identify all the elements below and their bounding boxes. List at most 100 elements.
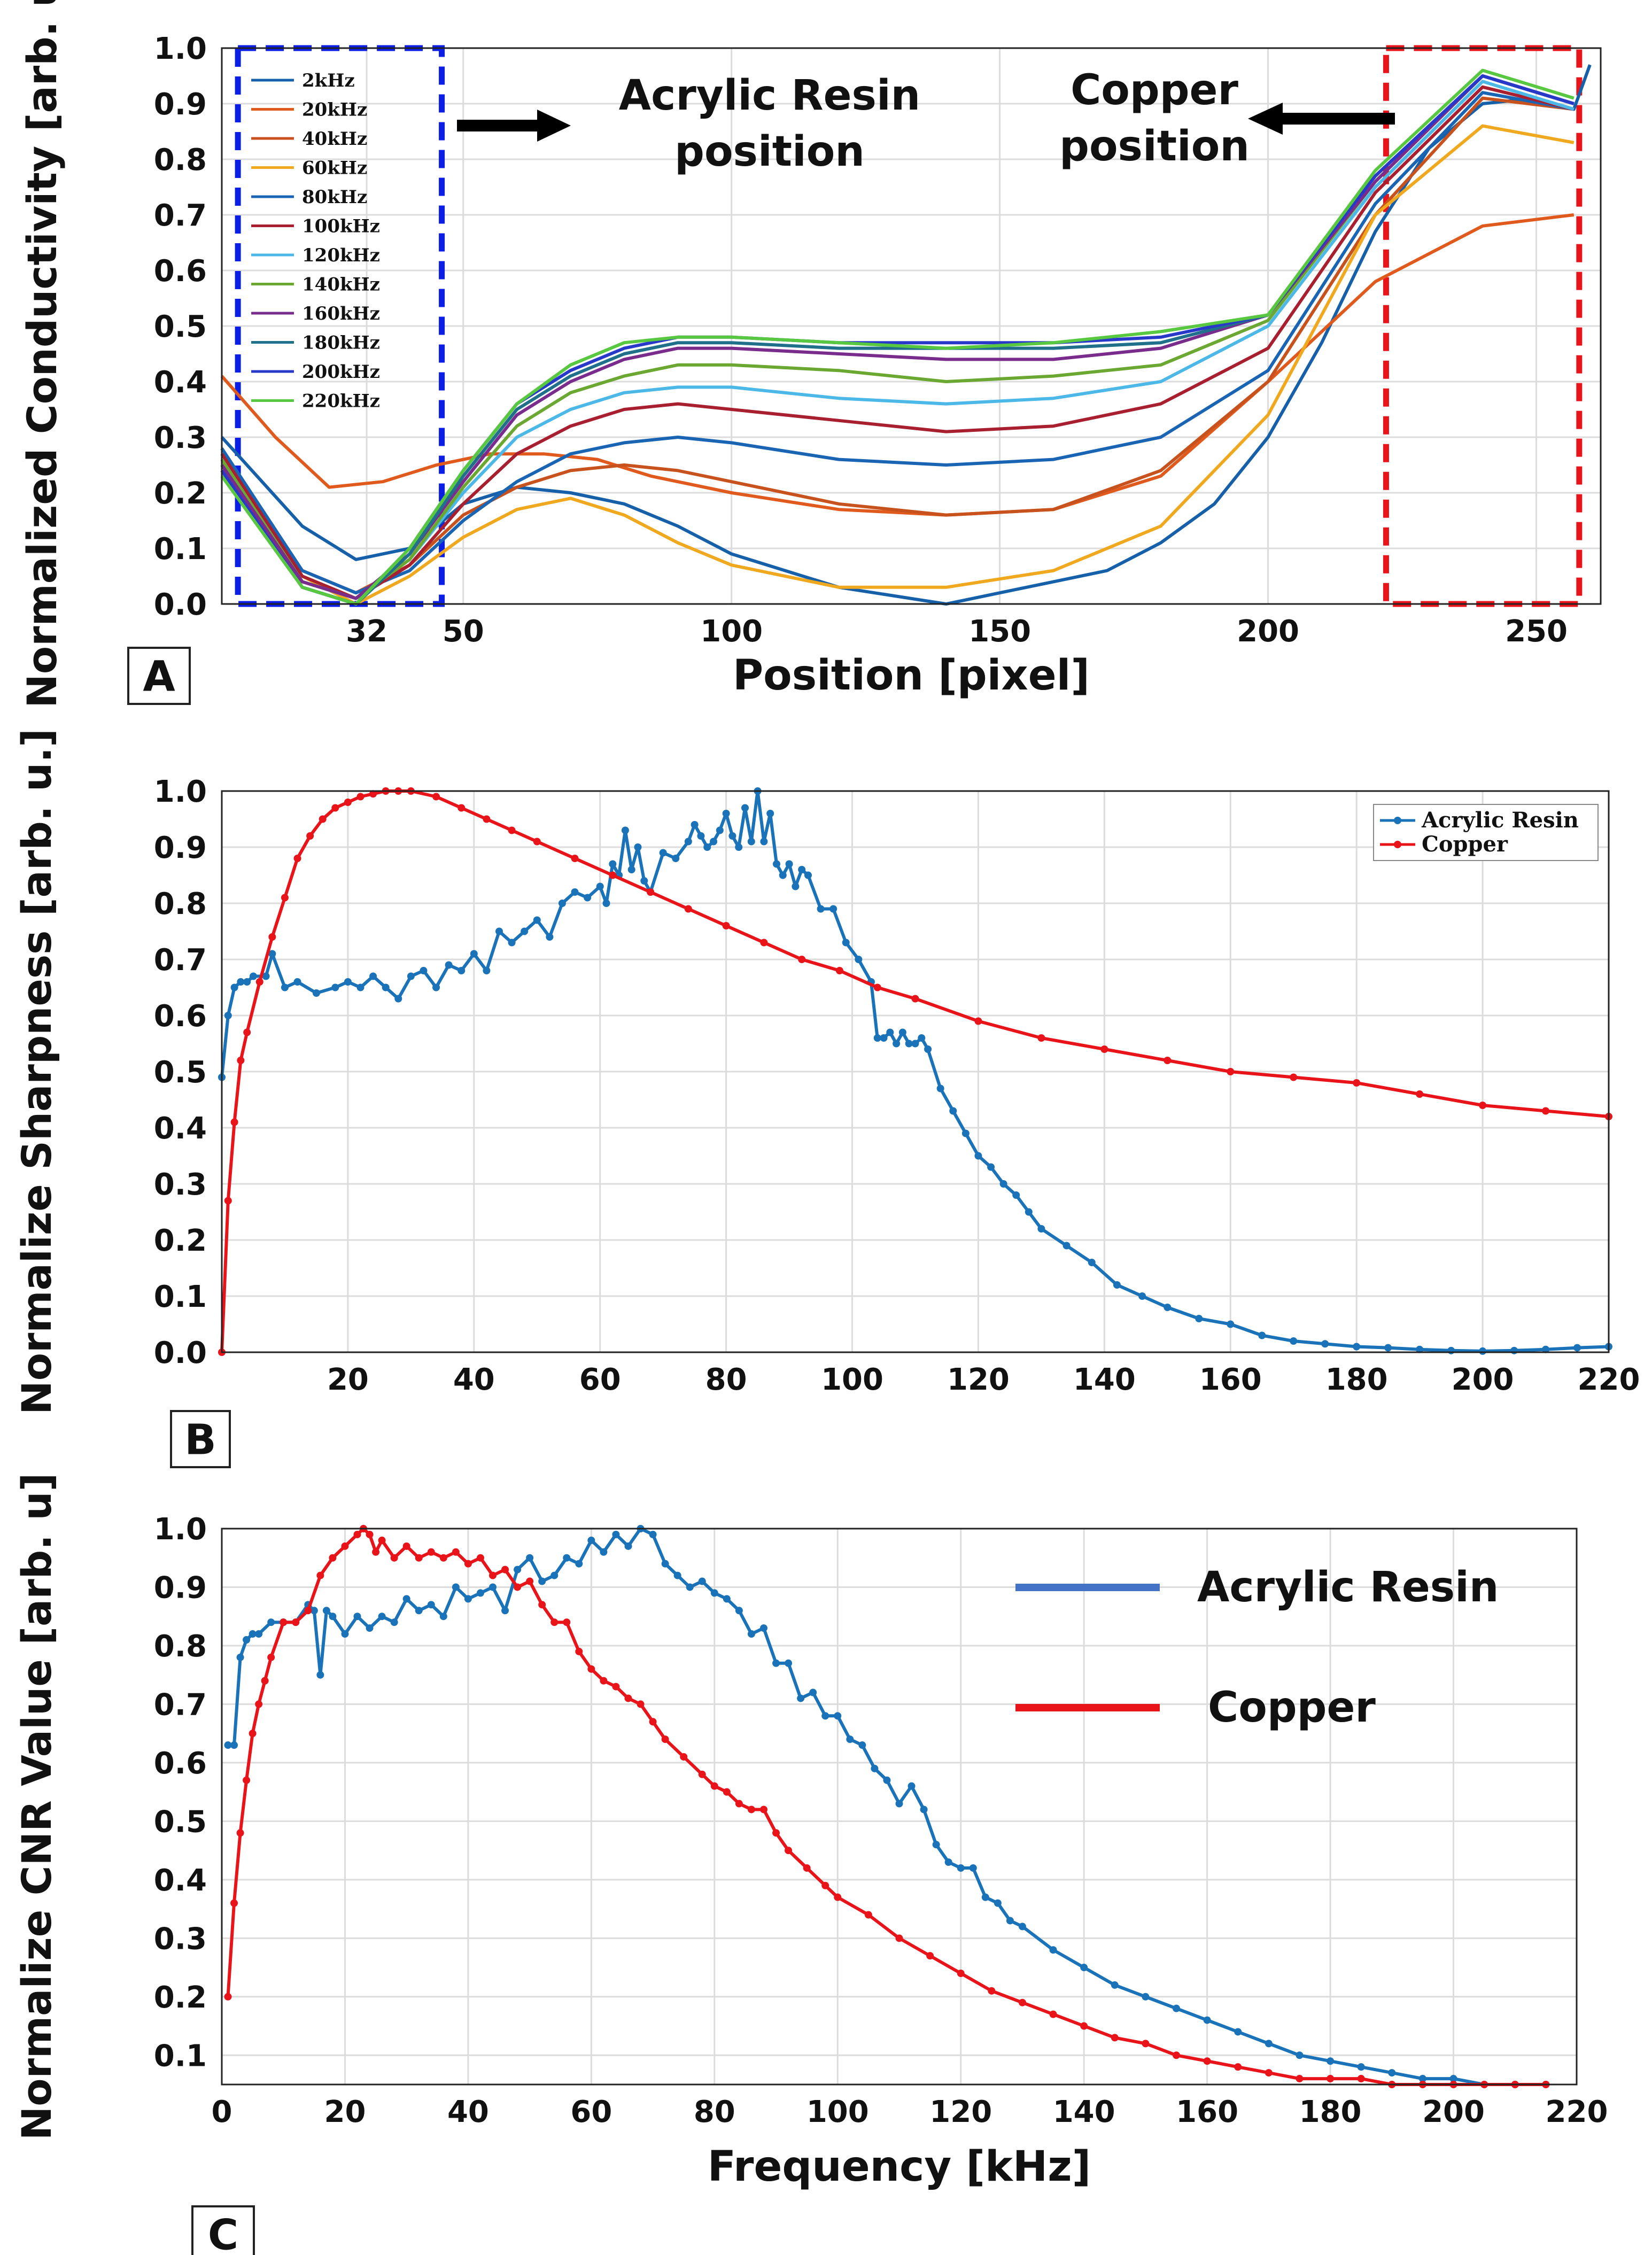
legend-label: 140kHz	[302, 274, 380, 296]
series-acrylic-resin-point	[779, 871, 787, 879]
x-axis-title: Position [pixel]	[733, 652, 1090, 700]
series-copper-point	[281, 894, 289, 902]
series-acrylic-resin-point	[312, 989, 320, 997]
series-acrylic-resin-point	[563, 1554, 571, 1562]
series-copper-point	[957, 1970, 965, 1977]
x-tick-label: 100	[821, 1362, 883, 1397]
series-copper-point	[230, 1899, 238, 1907]
series-acrylic-resin-point	[249, 1630, 257, 1638]
series-acrylic-resin-point	[415, 1607, 423, 1615]
legend-swatch-marker	[1394, 841, 1401, 848]
x-tick-label: 80	[705, 1362, 747, 1397]
series-acrylic-resin-point	[911, 1040, 919, 1048]
series-acrylic-resin-point	[602, 900, 610, 907]
series-copper-point	[390, 1554, 398, 1562]
series-copper-point	[785, 1847, 793, 1855]
series-copper-point	[571, 855, 579, 862]
series-copper-point	[243, 1776, 251, 1784]
x-tick-label: 60	[579, 1362, 621, 1397]
panel-letter-box	[191, 2205, 255, 2255]
y-tick-label: 0.6	[154, 254, 207, 289]
series-acrylic-resin-point	[310, 1607, 318, 1615]
series-20khz-line	[220, 213, 1575, 517]
series-acrylic-resin-point	[445, 961, 453, 969]
series-acrylic-resin-point	[255, 1630, 263, 1638]
series-acrylic-resin-point	[735, 1607, 743, 1615]
series-acrylic-resin-point	[936, 1084, 944, 1092]
series-acrylic-resin-point	[895, 1800, 903, 1808]
y-tick-label: 0.9	[154, 1570, 207, 1605]
series-acrylic-resin-point	[924, 1045, 932, 1053]
series-acrylic-resin-point	[293, 978, 301, 986]
panel-letter-box	[170, 1410, 231, 1468]
y-axis-title: Normalize CNR Value [arb. u]	[13, 1473, 60, 2141]
y-tick-label: 0.7	[154, 1687, 207, 1722]
series-acrylic-resin-point	[600, 1548, 608, 1556]
series-copper-point	[722, 922, 730, 929]
series-acrylic-resin-point	[846, 1735, 854, 1743]
series-acrylic-resin-point	[659, 849, 667, 857]
series-acrylic-resin-point	[723, 1595, 731, 1603]
series-acrylic-resin-point	[969, 1864, 977, 1872]
series-acrylic-resin-point	[538, 1577, 546, 1585]
series-copper-point	[316, 1571, 324, 1579]
series-acrylic-resin-point	[747, 1630, 755, 1638]
series-acrylic-resin-point	[476, 1589, 484, 1597]
legend-label: Copper	[1422, 832, 1508, 857]
series-copper-point	[649, 1718, 657, 1726]
series-copper-point	[224, 1993, 232, 2001]
y-tick-label: 0.6	[154, 999, 207, 1034]
y-tick-label: 1.0	[154, 1512, 207, 1547]
series-acrylic-resin-point	[883, 1776, 891, 1784]
legend-label: 80kHz	[302, 187, 367, 208]
series-copper-point	[372, 1548, 380, 1556]
x-tick-label: 60	[570, 2095, 612, 2129]
x-tick-label: 160	[1199, 1362, 1262, 1397]
series-acrylic-resin-point	[1418, 2075, 1426, 2083]
legend-label: Acrylic Resin	[1197, 1563, 1499, 1611]
series-acrylic-resin-point	[1049, 1946, 1057, 1954]
x-tick-label: 220	[1578, 1362, 1640, 1397]
series-copper-point	[329, 1554, 337, 1562]
series-copper-point	[331, 804, 339, 812]
annotation-copper-line1: Copper	[1071, 66, 1238, 114]
series-acrylic-resin-point	[1062, 1242, 1071, 1250]
series-copper-line	[220, 789, 1609, 1353]
y-tick-label: 0.5	[154, 1055, 207, 1090]
x-tick-label: 80	[694, 2095, 735, 2129]
y-tick-label: 1.0	[154, 774, 207, 809]
y-tick-label: 0.4	[154, 365, 207, 400]
series-copper-point	[684, 905, 692, 913]
series-copper-point	[895, 1934, 903, 1942]
series-copper-point	[489, 1571, 497, 1579]
series-copper-point	[293, 855, 301, 862]
series-acrylic-resin-point	[747, 838, 755, 846]
series-acrylic-resin-point	[1142, 1993, 1150, 2001]
series-acrylic-resin-point	[353, 1613, 361, 1621]
series-acrylic-resin-point	[691, 821, 699, 828]
x-tick-label: 150	[968, 614, 1031, 649]
series-acrylic-resin-point	[773, 860, 780, 868]
series-acrylic-resin-point	[809, 1688, 817, 1696]
y-tick-label: 0.9	[154, 831, 207, 865]
legend-label: 40kHz	[302, 128, 367, 150]
series-acrylic-resin-point	[905, 1040, 913, 1048]
series-acrylic-resin-point	[1327, 2057, 1335, 2065]
series-acrylic-resin-point	[640, 877, 648, 885]
series-acrylic-resin-point	[994, 1899, 1002, 1907]
series-copper-point	[911, 995, 919, 1003]
x-tick-label: 140	[1073, 1362, 1136, 1397]
series-copper-point	[661, 1735, 669, 1743]
series-acrylic-resin-point	[1296, 2051, 1304, 2059]
panel-b: 20 40 60 80 100 120 140 160 180 200 220 0.0 0.1 0.2 0.…	[13, 729, 1640, 1468]
series-acrylic-resin-point	[533, 916, 541, 924]
series-acrylic-resin-point	[1573, 1344, 1581, 1352]
series-acrylic-resin-point	[798, 866, 806, 873]
series-acrylic-resin-point	[957, 1864, 965, 1872]
series-copper-point	[834, 1893, 842, 1901]
series-acrylic-resin-point	[703, 843, 711, 851]
y-tick-label: 0.2	[154, 476, 207, 511]
series-acrylic-resin-point	[1510, 1346, 1518, 1354]
series-acrylic-resin-point	[394, 995, 402, 1003]
